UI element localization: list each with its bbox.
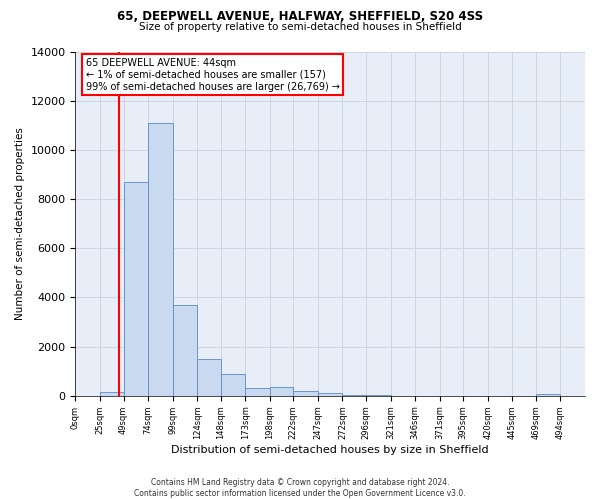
Bar <box>318 394 343 396</box>
Bar <box>100 392 124 396</box>
Bar <box>124 182 148 396</box>
Bar <box>173 305 197 396</box>
X-axis label: Distribution of semi-detached houses by size in Sheffield: Distribution of semi-detached houses by … <box>172 445 489 455</box>
Bar <box>197 359 221 396</box>
Text: Size of property relative to semi-detached houses in Sheffield: Size of property relative to semi-detach… <box>139 22 461 32</box>
Bar <box>245 388 270 396</box>
Y-axis label: Number of semi-detached properties: Number of semi-detached properties <box>15 127 25 320</box>
Bar <box>293 391 318 396</box>
Bar <box>536 394 560 396</box>
Text: 65, DEEPWELL AVENUE, HALFWAY, SHEFFIELD, S20 4SS: 65, DEEPWELL AVENUE, HALFWAY, SHEFFIELD,… <box>117 10 483 23</box>
Bar <box>343 394 366 396</box>
Text: Contains HM Land Registry data © Crown copyright and database right 2024.
Contai: Contains HM Land Registry data © Crown c… <box>134 478 466 498</box>
Bar <box>148 123 173 396</box>
Bar <box>270 387 293 396</box>
Bar <box>221 374 245 396</box>
Text: 65 DEEPWELL AVENUE: 44sqm
← 1% of semi-detached houses are smaller (157)
99% of : 65 DEEPWELL AVENUE: 44sqm ← 1% of semi-d… <box>86 58 340 92</box>
